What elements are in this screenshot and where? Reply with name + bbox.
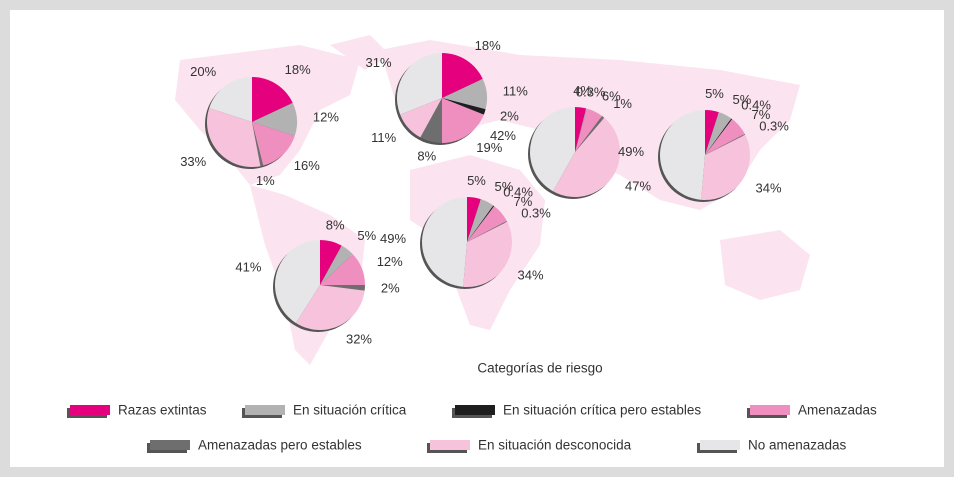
data-label: 18% [285, 62, 311, 77]
legend-label: No amenazadas [748, 438, 847, 453]
data-label: 5% [705, 86, 724, 101]
pie-slice [252, 102, 297, 136]
data-label: 49% [380, 231, 406, 246]
data-label: 8% [417, 149, 436, 164]
data-label: 0.3% [759, 118, 789, 133]
data-label: 12% [377, 254, 403, 269]
data-label: 16% [294, 158, 320, 173]
data-label: 18% [475, 38, 501, 53]
pie-slice [705, 110, 719, 155]
pie-slice [467, 205, 495, 242]
pie-slice [207, 108, 261, 168]
legend-swatch [750, 405, 790, 415]
data-label: 32% [346, 332, 372, 347]
pie-slice [660, 110, 705, 200]
pie-slice [553, 117, 621, 198]
pie-slice [397, 53, 442, 115]
data-label: 49% [618, 144, 644, 159]
pie-slice [705, 112, 732, 155]
pie-slice [320, 245, 353, 285]
data-label: 34% [756, 181, 782, 196]
data-label: 33% [180, 154, 206, 169]
data-label: 6% [602, 89, 621, 104]
legend-title: Categorías de riesgo [477, 361, 602, 376]
data-label: 0.4% [503, 184, 533, 199]
pie-slice [422, 197, 467, 287]
pie-slice [320, 285, 365, 291]
legend-swatch [430, 440, 470, 450]
legend-label: Amenazadas [798, 403, 877, 418]
pie-slice [252, 122, 295, 166]
data-label: 5% [357, 228, 376, 243]
data-label: 20% [190, 64, 216, 79]
data-label: 7% [752, 107, 771, 122]
pie-slice [442, 98, 484, 143]
pie-slice [575, 108, 603, 152]
pie-slice [320, 254, 365, 285]
pie-slice [705, 134, 746, 155]
data-label: 34% [518, 268, 544, 283]
data-label: 5% [467, 173, 486, 188]
data-label: 12% [313, 110, 339, 125]
pie-slice [467, 197, 481, 242]
pie-slice [705, 119, 745, 155]
data-label: 41% [235, 259, 261, 274]
legend-label: Razas extintas [118, 403, 207, 418]
data-label: 5% [733, 92, 752, 107]
data-label: 2% [381, 280, 400, 295]
data-label: 8% [326, 217, 345, 232]
data-label: 2% [500, 108, 519, 123]
data-label: 5% [495, 179, 514, 194]
pie-slice [320, 240, 342, 285]
legend-swatch [455, 405, 495, 415]
legend-swatch [245, 405, 285, 415]
pie-slice [420, 98, 442, 143]
pie-slice [295, 285, 365, 330]
pie-slice [275, 240, 320, 323]
data-label: 7% [514, 194, 533, 209]
data-label: 1% [613, 96, 632, 111]
pie-slice [467, 199, 494, 242]
data-label: 0.3% [521, 205, 551, 220]
data-label: 31% [366, 55, 392, 70]
legend-swatch [700, 440, 740, 450]
legend-label: En situación desconocida [478, 438, 632, 453]
data-label: 19% [476, 140, 502, 155]
data-label: 4% [573, 83, 592, 98]
pie-slice [463, 221, 512, 287]
data-label: 0.4% [741, 97, 771, 112]
pie-slice [575, 116, 605, 152]
legend-swatch [150, 440, 190, 450]
pie-slice [701, 134, 750, 200]
pie-slice [400, 98, 442, 138]
pie-slice [209, 77, 252, 122]
pie-slice [252, 77, 293, 122]
legend-label: En situación crítica [293, 403, 407, 418]
pie-slice [530, 107, 575, 192]
data-label: 0.3% [576, 84, 606, 99]
legend-label: Amenazadas pero estables [198, 438, 362, 453]
pie-slice [575, 108, 587, 152]
pie-slice [442, 53, 483, 98]
data-label: 47% [625, 178, 651, 193]
data-label: 1% [256, 173, 275, 188]
pie-slice [252, 122, 264, 167]
legend-label: En situación crítica pero estables [503, 403, 701, 418]
pie-slice [442, 78, 488, 110]
data-label: 11% [503, 84, 528, 99]
pie-slice [705, 118, 733, 155]
pie-slice [442, 98, 486, 115]
pie-slice [575, 107, 587, 152]
legend-swatch [70, 405, 110, 415]
pie-slice [467, 206, 507, 242]
data-label: 11% [371, 130, 396, 145]
data-label: 42% [490, 128, 516, 143]
pie-slice [467, 221, 508, 242]
